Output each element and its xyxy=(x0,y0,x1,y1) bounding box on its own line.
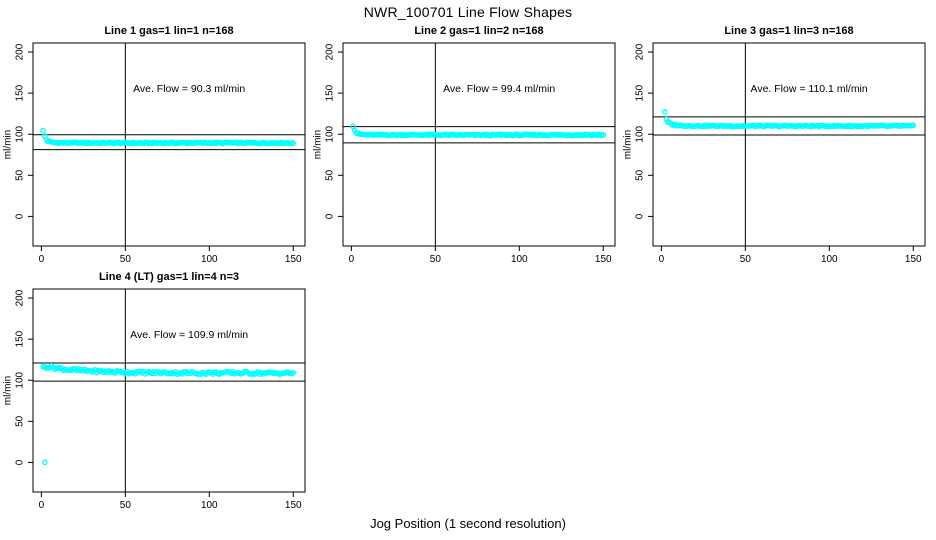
outlier-point xyxy=(661,109,668,115)
data-point xyxy=(40,127,46,134)
data-point xyxy=(910,122,917,129)
x-tick-label: 0 xyxy=(349,254,355,265)
y-tick-label: 200 xyxy=(325,43,336,60)
y-tick-label: 200 xyxy=(15,43,26,60)
y-tick-label: 50 xyxy=(15,415,26,427)
ave-flow-annotation: Ave. Flow = 110.1 ml/min xyxy=(751,83,868,95)
y-tick-label: 50 xyxy=(635,169,646,181)
y-tick-label: 200 xyxy=(15,289,26,306)
y-tick-label: 50 xyxy=(325,169,336,181)
plot-box xyxy=(32,288,306,493)
x-tick-label: 150 xyxy=(285,500,302,511)
panel-title: Line 3 gas=1 lin=3 n=168 xyxy=(724,25,853,37)
y-axis-label: ml/min xyxy=(3,130,14,159)
y-tick-label: 0 xyxy=(15,213,26,219)
plot-box xyxy=(652,42,926,247)
data-point xyxy=(290,369,297,376)
x-tick-label: 100 xyxy=(201,254,218,265)
y-axis-ticks: 0 50 100 150 200 xyxy=(635,43,653,219)
y-tick-label: 0 xyxy=(15,459,26,465)
x-tick-label: 150 xyxy=(285,254,302,265)
x-tick-label: 50 xyxy=(430,254,442,265)
y-axis-ticks: 0 50 100 150 200 xyxy=(15,43,33,219)
flow-plot: 0 50 100 150 0 50 100 150 200 ml/min Line 2 gas=1 … xyxy=(313,25,616,265)
y-axis-label: ml/min xyxy=(3,376,14,405)
y-tick-label: 0 xyxy=(325,213,336,219)
ave-flow-annotation: Ave. Flow = 99.4 ml/min xyxy=(443,83,555,95)
y-tick-label: 150 xyxy=(635,84,646,101)
flow-plot: 0 50 100 150 0 50 100 150 200 ml/min Line 1 gas=1 … xyxy=(3,25,306,265)
flow-plot: 0 50 100 150 0 50 100 150 200 ml/min Line 3 gas=1 … xyxy=(623,25,926,265)
data-point xyxy=(290,140,297,146)
y-axis-label: ml/min xyxy=(623,130,634,159)
x-tick-label: 0 xyxy=(39,254,45,265)
y-tick-label: 100 xyxy=(635,125,646,142)
y-axis-label: ml/min xyxy=(313,130,324,159)
y-tick-label: 100 xyxy=(15,125,26,142)
panel-title: Line 4 (LT) gas=1 lin=4 n=3 xyxy=(99,271,239,283)
y-tick-label: 0 xyxy=(635,213,646,219)
panel-title: Line 2 gas=1 lin=2 n=168 xyxy=(414,25,543,37)
x-tick-label: 150 xyxy=(905,254,922,265)
y-tick-label: 150 xyxy=(325,84,336,101)
panel-line-4: 0 50 100 150 0 50 100 150 200 ml/min Line 4 (LT) g… xyxy=(0,266,312,512)
x-tick-label: 50 xyxy=(120,500,132,511)
data-points xyxy=(661,109,917,130)
data-points xyxy=(40,127,297,147)
flow-plot: 0 50 100 150 0 50 100 150 200 ml/min Line 4 (LT) g… xyxy=(3,271,306,511)
panel-line-3: 0 50 100 150 0 50 100 150 200 ml/min Line 3 gas=1 … xyxy=(620,20,932,266)
y-tick-label: 200 xyxy=(635,43,646,60)
x-tick-label: 0 xyxy=(659,254,665,265)
x-tick-label: 100 xyxy=(201,500,218,511)
y-axis-ticks: 0 50 100 150 200 xyxy=(15,289,33,465)
y-tick-label: 150 xyxy=(15,84,26,101)
data-points xyxy=(350,123,607,139)
x-axis-ticks: 0 50 100 150 xyxy=(349,246,612,265)
data-points xyxy=(40,362,297,466)
data-point xyxy=(600,131,607,138)
panel-line-1: 0 50 100 150 0 50 100 150 200 ml/min Line 1 gas=1 … xyxy=(0,20,312,266)
panel-title: Line 1 gas=1 lin=1 n=168 xyxy=(104,25,233,37)
x-tick-label: 50 xyxy=(120,254,132,265)
outlier-point xyxy=(41,459,48,466)
panel-line-2: 0 50 100 150 0 50 100 150 200 ml/min Line 2 gas=1 … xyxy=(310,20,622,266)
ave-flow-annotation: Ave. Flow = 109.9 ml/min xyxy=(130,329,248,341)
figure-title: NWR_100701 Line Flow Shapes xyxy=(363,4,573,20)
x-tick-label: 100 xyxy=(511,254,528,265)
x-axis-ticks: 0 50 100 150 xyxy=(39,492,302,511)
y-axis-ticks: 0 50 100 150 200 xyxy=(325,43,343,219)
x-axis-label: Jog Position (1 second resolution) xyxy=(370,516,566,531)
x-axis-ticks: 0 50 100 150 xyxy=(659,246,922,265)
y-tick-label: 50 xyxy=(15,169,26,181)
y-tick-label: 100 xyxy=(15,371,26,388)
x-tick-label: 0 xyxy=(39,500,45,511)
plot-box xyxy=(32,42,306,247)
plot-box xyxy=(342,42,616,247)
x-axis-ticks: 0 50 100 150 xyxy=(39,246,302,265)
x-tick-label: 50 xyxy=(740,254,752,265)
y-tick-label: 100 xyxy=(325,125,336,142)
x-tick-label: 100 xyxy=(821,254,838,265)
ave-flow-annotation: Ave. Flow = 90.3 ml/min xyxy=(133,83,245,95)
y-tick-label: 150 xyxy=(15,330,26,347)
x-tick-label: 150 xyxy=(595,254,612,265)
